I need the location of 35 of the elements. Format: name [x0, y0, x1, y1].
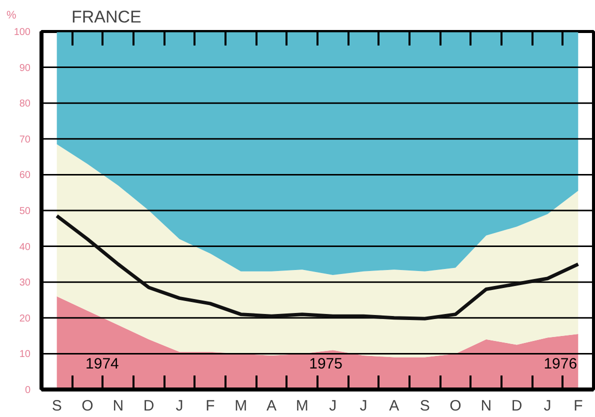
- line-series: [55, 214, 580, 320]
- x-tick-label: O: [82, 398, 94, 414]
- x-tick-label: J: [176, 398, 184, 414]
- x-tick-label: F: [574, 398, 583, 414]
- y-tick-label: 50: [19, 206, 31, 217]
- y-tick-label: 70: [19, 134, 31, 146]
- y-tick-label: 30: [19, 278, 31, 289]
- x-tick-label: M: [296, 398, 308, 414]
- annotation: 1974: [86, 356, 119, 373]
- y-tick-label: 10: [19, 349, 31, 360]
- y-tick-label: 0: [24, 385, 31, 396]
- x-tick-label: S: [52, 398, 62, 414]
- y-axis-title: %: [6, 10, 16, 22]
- x-tick-label: F: [206, 398, 215, 414]
- annotation: 1975: [309, 356, 342, 373]
- x-tick-label: N: [480, 398, 492, 414]
- x-tick-label: M: [234, 398, 248, 414]
- x-tick-label: A: [389, 398, 400, 414]
- x-tick-label: O: [450, 398, 462, 414]
- x-tick-label: J: [360, 398, 368, 414]
- x-tick-label: D: [511, 398, 522, 414]
- x-tick-label: J: [329, 398, 337, 414]
- chart-title: FRANCE: [72, 8, 142, 26]
- y-tick-label: 60: [19, 170, 31, 182]
- y-tick-label: 80: [19, 98, 31, 110]
- y-tick-label: 90: [19, 62, 31, 74]
- x-tick-label: D: [143, 398, 154, 414]
- y-tick-label: 40: [19, 242, 31, 253]
- x-tick-label: N: [112, 398, 124, 414]
- x-tick-label: J: [544, 398, 552, 414]
- x-tick-label: S: [420, 398, 430, 414]
- y-tick-label: 100: [14, 27, 31, 38]
- y-tick-label: 20: [19, 313, 31, 324]
- x-tick-label: A: [266, 398, 277, 414]
- annotation: 1976: [544, 356, 578, 373]
